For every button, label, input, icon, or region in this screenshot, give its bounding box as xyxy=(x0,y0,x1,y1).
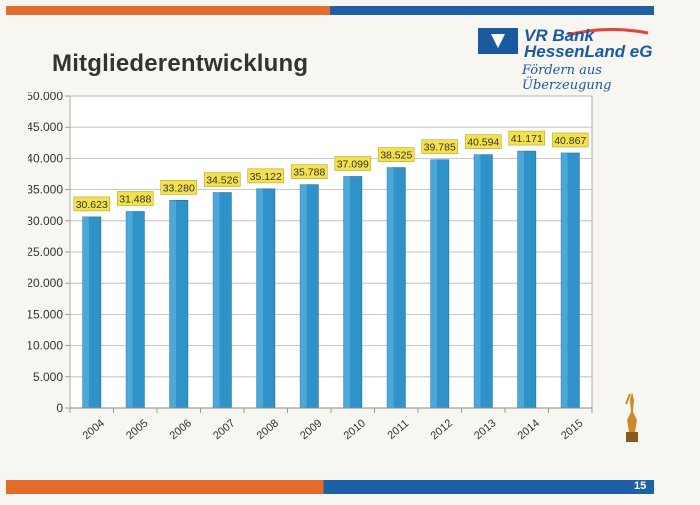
data-label: 37.099 xyxy=(337,159,369,171)
x-tick-label: 2009 xyxy=(298,417,324,442)
bar-highlight xyxy=(300,184,307,408)
y-tick-label: 20.000 xyxy=(28,276,63,290)
page-number: 15 xyxy=(634,480,647,492)
bar-highlight xyxy=(517,151,525,408)
bar-highlight xyxy=(213,192,220,408)
data-label: 30.623 xyxy=(76,199,108,211)
data-label: 39.785 xyxy=(424,142,456,154)
data-label-box xyxy=(421,139,459,155)
data-label-box xyxy=(160,180,198,195)
bar-highlight xyxy=(561,152,568,408)
y-tick-label: 25.000 xyxy=(28,245,63,259)
data-label-box xyxy=(116,191,154,206)
x-tick-label: 2005 xyxy=(124,417,150,442)
x-tick-label: 2013 xyxy=(472,417,498,442)
data-label-box xyxy=(203,172,241,187)
bar-highlight xyxy=(387,167,394,408)
data-label: 35.122 xyxy=(250,171,282,183)
bar-highlight xyxy=(343,176,351,408)
y-tick-label: 10.000 xyxy=(28,339,63,353)
bottom-color-bar xyxy=(6,480,654,494)
logo-slogan: Fördern aus Überzeugung xyxy=(522,63,612,93)
x-tick-label: 2007 xyxy=(211,417,237,442)
y-tick-label: 35.000 xyxy=(28,183,63,197)
x-tick-label: 2015 xyxy=(559,417,585,442)
logo-line-1: VR Bank xyxy=(524,26,594,45)
data-label-box xyxy=(464,134,502,149)
data-label-box xyxy=(377,147,415,162)
data-labels: 30.623 31.488 33.280 34.526 35.122 35.788 37.0… xyxy=(73,130,589,212)
bar-highlight xyxy=(126,211,133,408)
logo-line-2: HessenLand eG xyxy=(524,42,653,61)
x-tick-label: 2011 xyxy=(385,418,411,442)
bar-highlight xyxy=(474,154,481,408)
gridlines xyxy=(70,95,592,409)
y-tick-label: 30.000 xyxy=(28,214,63,228)
x-tick-label: 2008 xyxy=(255,417,281,442)
data-label: 38.525 xyxy=(380,150,412,162)
y-tick-label: 0 xyxy=(56,401,63,415)
bank-logo: VR Bank HessenLand eG Fördern aus Überze… xyxy=(478,26,678,93)
x-tick-label: 2012 xyxy=(429,417,455,442)
y-tick-label: 45.000 xyxy=(28,120,63,134)
y-tick-label: 50.000 xyxy=(28,92,63,103)
data-label-box xyxy=(290,164,328,179)
top-color-bar xyxy=(6,6,654,15)
x-tick-label: 2014 xyxy=(516,417,542,442)
slide-title: Mitgliederentwicklung xyxy=(52,50,309,77)
data-label: 40.594 xyxy=(467,137,499,149)
trophy-icon xyxy=(625,392,638,442)
swoosh-icon xyxy=(567,28,649,37)
y-tick-label: 15.000 xyxy=(28,307,63,321)
x-axis: 2004 2005 2006 2007 2008 2009 2010 2011 2012 2013… xyxy=(69,407,593,442)
member-chart: 0 5.000 10.000 15.000 20.000 25.000 30.000 35.0… xyxy=(28,92,593,442)
data-label: 33.280 xyxy=(163,182,195,194)
data-label: 31.488 xyxy=(119,194,151,206)
bars xyxy=(82,150,580,409)
x-tick-label: 2006 xyxy=(168,417,194,442)
data-label: 41.171 xyxy=(511,133,543,145)
x-tick-label: 2010 xyxy=(342,417,368,442)
bar-highlight xyxy=(430,159,438,408)
y-tick-label: 40.000 xyxy=(28,151,63,165)
data-label: 35.788 xyxy=(293,167,325,179)
bar-highlight xyxy=(256,188,264,408)
y-tick-label: 5.000 xyxy=(33,370,63,384)
data-label-box xyxy=(551,132,589,148)
data-label: 40.867 xyxy=(554,135,586,147)
data-label-box xyxy=(508,130,546,146)
x-tick-label: 2004 xyxy=(81,417,107,442)
bar-highlight xyxy=(82,216,90,408)
data-label-box xyxy=(334,156,372,171)
data-label-box xyxy=(247,168,285,184)
bar-highlight xyxy=(169,200,177,408)
y-axis: 0 5.000 10.000 15.000 20.000 25.000 30.000 35.0… xyxy=(28,92,70,415)
data-label-box xyxy=(73,196,111,212)
data-label: 34.526 xyxy=(206,175,238,187)
vr-logo-icon xyxy=(478,28,518,54)
